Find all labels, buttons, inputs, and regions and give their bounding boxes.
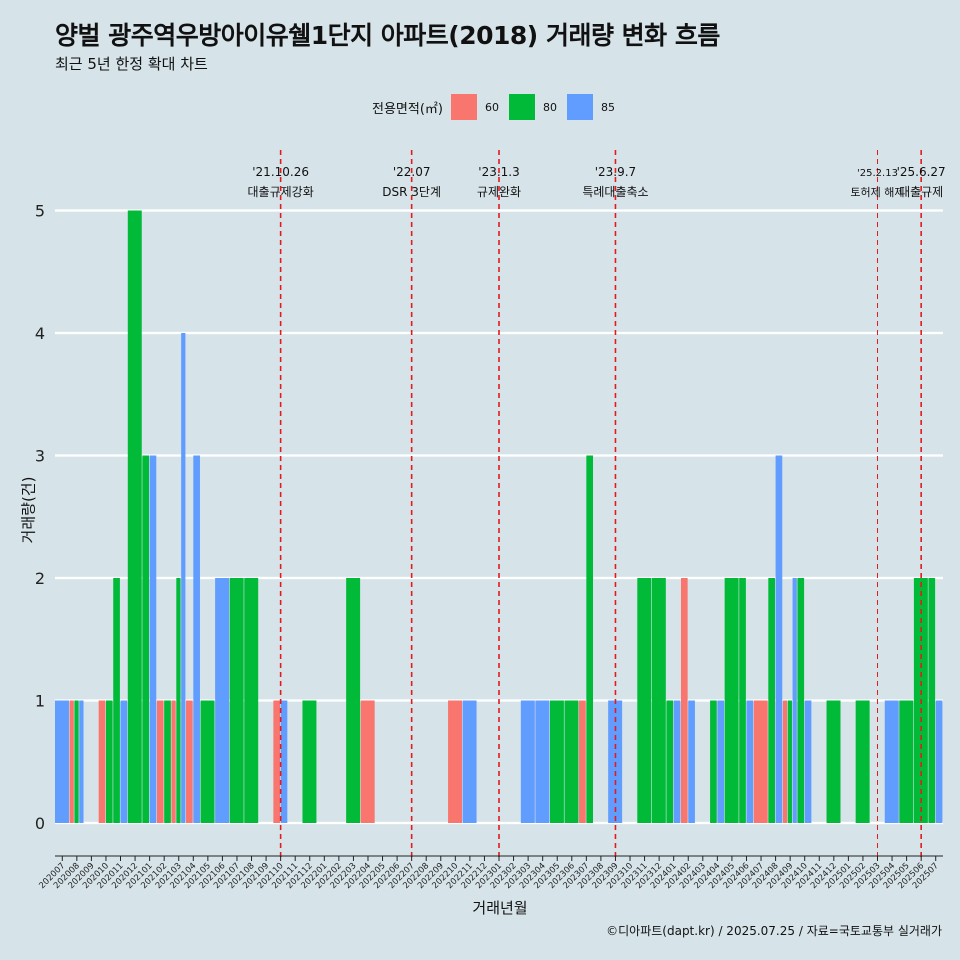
bar-85-202304 [535,700,550,823]
bar-80-202412 [826,700,841,823]
bar-85-202104 [193,455,200,823]
legend-label-60: 60 [484,100,499,114]
annotation-label: 특례대출축소 [582,185,648,199]
bar-80-202312 [651,578,666,823]
bar-60-202010 [98,700,106,823]
bar-60-202307 [579,700,586,823]
bar-80-202409 [787,700,792,823]
legend-item-80: 80 [508,94,557,120]
bar-85-202504 [884,700,899,823]
bar-80-202405 [724,578,739,823]
legend-label-80: 80 [542,100,557,114]
x-axis-label: 거래년월 [472,899,528,917]
bar-80-202307 [586,455,594,823]
bar-80-202012 [127,210,142,823]
legend-key-80 [508,94,535,120]
bar-60-202008 [69,700,74,823]
bar-80-202408 [768,578,775,823]
y-axis-label: 거래량(건) [19,476,38,544]
bar-80-202502 [855,700,870,823]
bar-60-202402 [680,578,688,823]
annotation-date: '21.10.26 [252,165,309,179]
chart-subtitle: 최근 5년 한정 확대 차트 [55,55,208,73]
y-tick-label: 5 [35,202,45,221]
bar-80-202406 [739,578,746,823]
legend-item-60: 60 [450,94,499,120]
bar-80-202010 [105,700,113,823]
bar-60-202102 [156,700,164,823]
legend-key-85 [566,94,593,120]
y-tick-label: 1 [35,692,45,711]
bar-80-202507 [928,578,936,823]
bar-85-202410 [804,700,812,823]
annotation-label: 대출규제 [899,185,943,199]
bar-85-202211 [462,700,477,823]
annotation-label: 대출규제강화 [248,185,314,199]
annotation-date: '23.1.3 [478,165,519,179]
bar-80-202112 [302,700,317,823]
annotation-date: '25.2.13 [857,168,898,179]
bar-85-202303 [520,700,535,823]
legend-title: 전용면적(㎡) [372,101,443,117]
bar-85-202106 [215,578,230,823]
bar-85-202007 [55,700,69,823]
bar-60-202110 [273,700,281,823]
legend-label-85: 85 [600,100,615,114]
bar-60-202204 [360,700,375,823]
bar-80-202103 [176,578,181,823]
bar-80-202306 [564,700,579,823]
chart-title: 양벌 광주역우방아이유쉘1단지 아파트(2018) 거래량 변화 흐름 [55,21,720,50]
bar-85-202406 [746,700,754,823]
y-tick-label: 3 [35,447,45,466]
bar-80-202404 [710,700,717,823]
bar-80-202203 [346,578,361,823]
bar-80-202011 [113,578,120,823]
annotation-label: 규제완화 [477,185,521,199]
bar-80-202008 [74,700,79,823]
legend: 전용면적(㎡) 60 80 85 [372,93,625,121]
bar-85-202101 [149,455,157,823]
bar-85-202110 [280,700,288,823]
y-tick-label: 0 [35,814,45,833]
bar-85-202507 [935,700,943,823]
source-caption: ©디아파트(dapt.kr) / 2025.07.25 / 자료=국토교통부 실… [606,924,942,938]
bar-80-202105 [200,700,215,823]
annotation-date: '25.6.27 [897,165,946,179]
bar-85-202011 [120,700,128,823]
bar-layer [55,210,943,823]
bar-85-202404 [717,700,725,823]
bar-85-202408 [775,455,783,823]
bar-60-202409 [782,700,788,823]
bar-60-202210 [448,700,463,823]
bar-80-202505 [899,700,914,823]
bar-85-202103 [181,333,186,823]
bar-80-202102 [164,700,171,823]
bar-85-202402 [688,700,695,823]
bar-60-202407 [753,700,768,823]
bar-80-202305 [549,700,564,823]
bar-80-202410 [797,578,805,823]
bar-85-202401 [673,700,681,823]
legend-key-60 [450,94,477,120]
bar-60-202103 [171,700,176,823]
bar-85-202409 [792,578,797,823]
bar-80-202401 [666,700,674,823]
annotation-label: DSR 3단계 [382,185,441,199]
annotation-date: '23.9.7 [595,165,636,179]
bar-60-202104 [186,700,193,823]
bar-85-202309 [608,700,623,823]
y-tick-label: 4 [35,324,45,343]
annotation-date: '22.07 [393,165,431,179]
bar-80-202311 [637,578,652,823]
annotation-label: 토허제 해제 [850,185,904,199]
legend-item-85: 85 [566,94,615,120]
y-tick-label: 2 [35,569,45,588]
bar-80-202101 [142,455,150,823]
bar-80-202107 [229,578,244,823]
bar-80-202108 [244,578,259,823]
annotation-layer: '21.10.26 대출규제강화 '22.07 DSR 3단계 '23.1.3 규제완화 '… [248,150,946,857]
bar-85-202008 [79,700,84,823]
